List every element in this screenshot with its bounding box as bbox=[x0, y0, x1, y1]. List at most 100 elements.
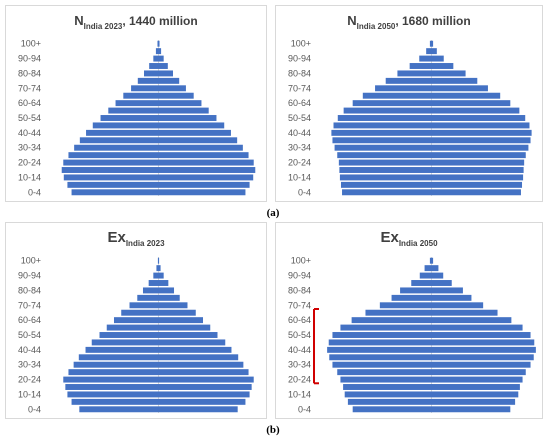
bar-0-4 bbox=[71, 189, 246, 196]
bar-5-9 bbox=[67, 181, 250, 188]
tick-label: 100+ bbox=[21, 39, 41, 49]
pyramid-plot: 100+ 90-94 80-84 70-74 60-64 50-54 40-44 30-34 2… bbox=[288, 256, 536, 414]
bar-85-89 bbox=[148, 280, 169, 286]
bar-100+ bbox=[429, 257, 434, 264]
bar-15-19 bbox=[343, 384, 520, 390]
tick-label: 80-84 bbox=[18, 68, 41, 78]
bar-90-94 bbox=[419, 272, 444, 279]
pyramid-plot: 100+ 90-94 80-84 70-74 60-64 50-54 40-44 30-34 2… bbox=[288, 39, 532, 197]
bar-75-79 bbox=[137, 77, 180, 84]
tick-label: 60-64 bbox=[288, 98, 311, 108]
chart-title: NIndia 2023, 1440 million bbox=[6, 12, 266, 31]
bar-30-34 bbox=[332, 361, 531, 368]
bar-60-64 bbox=[352, 100, 511, 107]
title-main: N bbox=[74, 13, 84, 28]
bar-45-49 bbox=[328, 339, 535, 346]
tick-label: 40-44 bbox=[18, 345, 41, 355]
bar-45-49 bbox=[91, 339, 226, 346]
bar-80-84 bbox=[144, 70, 173, 77]
bar-30-34 bbox=[74, 144, 243, 151]
bar-90-94 bbox=[153, 55, 164, 62]
bar-15-19 bbox=[61, 167, 256, 173]
bar-10-14 bbox=[63, 174, 254, 181]
chart-title: NIndia 2050, 1680 million bbox=[276, 12, 542, 31]
bar-10-14 bbox=[339, 174, 524, 181]
bar-85-89 bbox=[411, 280, 452, 286]
tick-label: 0-4 bbox=[28, 187, 41, 197]
bar-80-84 bbox=[142, 287, 175, 294]
caption-b: (b) bbox=[266, 424, 280, 436]
bar-5-9 bbox=[71, 398, 246, 405]
bar-55-59 bbox=[108, 107, 209, 114]
tick-label: 90-94 bbox=[288, 54, 311, 64]
tick-label: 90-94 bbox=[288, 271, 311, 281]
bar-95-99 bbox=[426, 48, 437, 55]
tick-label: 20-24 bbox=[18, 375, 41, 385]
bar-70-74 bbox=[129, 302, 188, 309]
tick-label: 100+ bbox=[291, 256, 311, 266]
chart-title: ExIndia 2023 bbox=[6, 229, 266, 248]
bar-70-74 bbox=[131, 85, 186, 92]
bar-85-89 bbox=[409, 63, 454, 69]
bar-25-29 bbox=[68, 369, 249, 376]
bar-10-14 bbox=[344, 391, 519, 398]
bar-60-64 bbox=[115, 100, 202, 107]
tick-label: 60-64 bbox=[18, 98, 41, 108]
bar-95-99 bbox=[424, 265, 439, 272]
bar-50-54 bbox=[99, 332, 218, 338]
bar-100+ bbox=[429, 40, 434, 47]
pyramid-plot: 100+ 90-94 80-84 70-74 60-64 50-54 40-44 30-34 2… bbox=[18, 39, 256, 197]
tick-label: 70-74 bbox=[18, 83, 41, 93]
tick-label: 10-14 bbox=[288, 172, 311, 182]
bar-90-94 bbox=[153, 272, 164, 279]
bar-65-69 bbox=[362, 92, 501, 99]
bar-50-54 bbox=[332, 332, 531, 338]
bar-75-79 bbox=[391, 294, 472, 301]
bar-0-4 bbox=[352, 406, 511, 413]
tick-label: 90-94 bbox=[18, 54, 41, 64]
bar-60-64 bbox=[351, 317, 512, 324]
bar-65-69 bbox=[121, 309, 196, 316]
tick-label: 50-54 bbox=[18, 330, 41, 340]
bar-5-9 bbox=[340, 181, 523, 188]
tick-label: 0-4 bbox=[298, 404, 311, 414]
chart-panel-n-2050: NIndia 2050, 1680 million 100+ 90-94 80-84… bbox=[275, 5, 543, 202]
tick-label: 60-64 bbox=[18, 315, 41, 325]
bar-90-94 bbox=[419, 55, 444, 62]
title-subscript: India 2050 bbox=[356, 22, 396, 32]
bar-20-24 bbox=[340, 376, 523, 383]
title-main: Ex bbox=[107, 229, 126, 246]
tick-label: 0-4 bbox=[28, 404, 41, 414]
bar-45-49 bbox=[333, 122, 530, 129]
bar-40-44 bbox=[86, 129, 231, 136]
chart-panel-ex-2050: ExIndia 2050 100+ 90-94 80-84 70-74 60-64 50-… bbox=[275, 222, 543, 419]
tick-label: 70-74 bbox=[288, 83, 311, 93]
bar-85-89 bbox=[149, 63, 168, 69]
tick-label: 50-54 bbox=[288, 113, 311, 123]
tick-label: 50-54 bbox=[18, 113, 41, 123]
bar-40-44 bbox=[327, 346, 536, 353]
bar-30-34 bbox=[73, 361, 244, 368]
tick-label: 0-4 bbox=[298, 187, 311, 197]
bar-55-59 bbox=[106, 324, 211, 331]
tick-label: 70-74 bbox=[18, 300, 41, 310]
bar-100+ bbox=[157, 257, 160, 264]
bar-35-39 bbox=[332, 137, 531, 144]
chart-panel-ex-2023: ExIndia 2023 100+ 90-94 80-84 70-74 60-64 50-… bbox=[5, 222, 267, 419]
title-subscript: India 2023 bbox=[125, 239, 165, 249]
bar-55-59 bbox=[340, 324, 523, 331]
tick-label: 60-64 bbox=[288, 315, 311, 325]
tick-label: 90-94 bbox=[18, 271, 41, 281]
tick-label: 70-74 bbox=[288, 300, 311, 310]
tick-label: 10-14 bbox=[288, 389, 311, 399]
tick-label: 40-44 bbox=[18, 128, 41, 138]
bar-80-84 bbox=[397, 70, 466, 77]
bar-60-64 bbox=[113, 317, 204, 324]
bar-0-4 bbox=[79, 406, 238, 413]
tick-label: 20-24 bbox=[288, 375, 311, 385]
bar-35-39 bbox=[329, 354, 534, 361]
bar-5-9 bbox=[347, 398, 516, 405]
tick-label: 100+ bbox=[21, 256, 41, 266]
tick-label: 50-54 bbox=[288, 330, 311, 340]
bar-75-79 bbox=[137, 294, 180, 301]
